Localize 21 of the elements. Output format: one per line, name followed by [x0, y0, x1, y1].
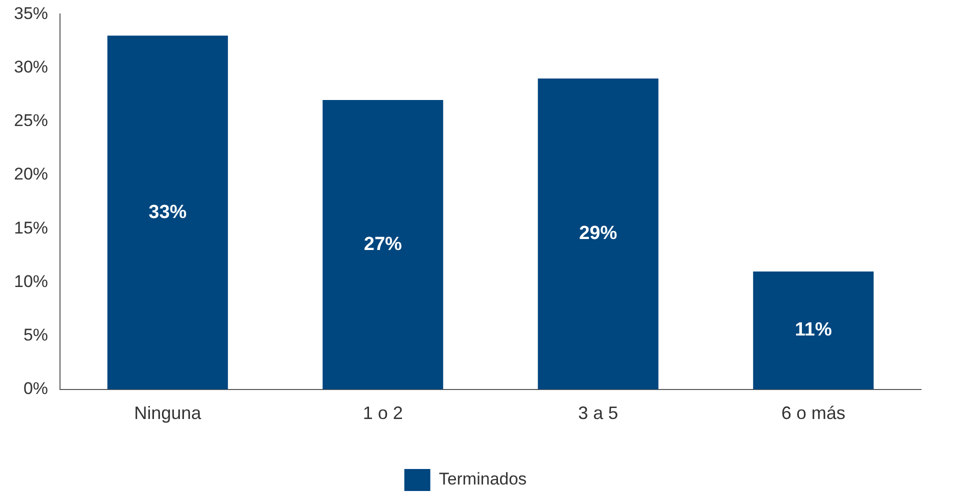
- y-tick-label: 15%: [14, 218, 48, 238]
- bar: [107, 36, 228, 390]
- y-tick-label: 35%: [14, 4, 48, 23]
- bar: [322, 100, 444, 390]
- x-tick-label: 6 o más: [781, 403, 846, 424]
- legend-label: Terminados: [438, 470, 527, 489]
- text: 11%: [794, 320, 832, 341]
- bar: [753, 271, 874, 390]
- x-tick-label: Ninguna: [134, 403, 202, 424]
- y-tick-label: 30%: [14, 57, 48, 76]
- y-tick-label: 25%: [14, 111, 48, 130]
- x-tick-label: 3 a 5: [578, 403, 618, 424]
- x-tick-label: 1 o 2: [362, 403, 403, 424]
- text: 29%: [579, 223, 618, 244]
- bar: [538, 78, 658, 390]
- text: 27%: [364, 234, 402, 255]
- text: 33%: [148, 202, 187, 223]
- y-tick-label: 5%: [23, 325, 48, 344]
- y-tick-label: 20%: [14, 164, 48, 184]
- y-tick-label: 0%: [23, 379, 48, 398]
- y-tick-label: 10%: [14, 272, 48, 291]
